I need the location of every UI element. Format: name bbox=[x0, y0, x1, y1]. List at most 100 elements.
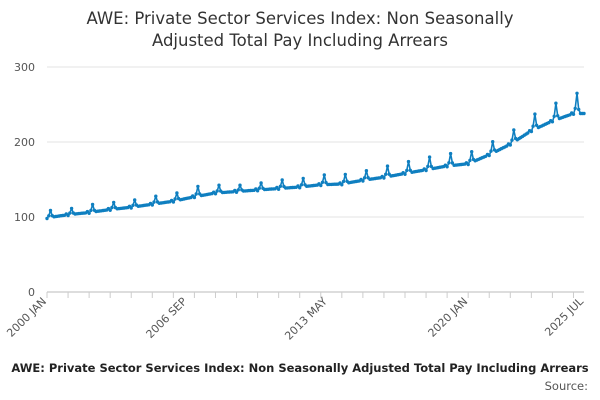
data-point bbox=[556, 114, 560, 118]
data-point bbox=[319, 183, 323, 188]
x-tick-label: 2000 JAN bbox=[4, 295, 49, 340]
data-point bbox=[573, 106, 577, 111]
data-point bbox=[550, 120, 555, 124]
data-point bbox=[301, 176, 305, 181]
data-point bbox=[362, 176, 367, 180]
y-tick-label: 0 bbox=[28, 286, 35, 299]
x-tick-label: 2006 SEP bbox=[144, 295, 190, 341]
data-point bbox=[131, 203, 135, 207]
gridlines bbox=[47, 66, 584, 293]
data-point bbox=[47, 214, 51, 218]
data-point bbox=[529, 129, 534, 134]
x-axis: 2000 JAN 2006 SEP 2013 MAY 2020 JAN 2025 JUL bbox=[4, 292, 587, 343]
data-point bbox=[364, 169, 369, 173]
data-point bbox=[427, 155, 432, 159]
data-point bbox=[571, 112, 576, 117]
data-point bbox=[385, 164, 390, 168]
chart-title-line-1: AWE: Private Sector Services Index: Non … bbox=[86, 9, 513, 28]
data-point bbox=[341, 179, 346, 184]
data-point bbox=[215, 189, 219, 193]
data-point bbox=[340, 183, 344, 187]
data-point bbox=[466, 162, 470, 167]
data-point bbox=[255, 189, 260, 193]
data-point bbox=[192, 195, 197, 200]
x-tick-label: 2025 JUL bbox=[542, 294, 586, 338]
data-point bbox=[533, 112, 537, 116]
data-point bbox=[87, 211, 91, 215]
data-point bbox=[89, 208, 93, 213]
data-point bbox=[445, 165, 449, 169]
x-tick-label: 2020 JAN bbox=[426, 295, 471, 340]
data-point bbox=[448, 151, 453, 156]
x-tick-label: 2013 MAY bbox=[282, 295, 330, 343]
data-point bbox=[489, 149, 493, 153]
source-label: Source: bbox=[545, 379, 588, 393]
data-point bbox=[171, 200, 176, 204]
data-point bbox=[150, 203, 154, 207]
data-point bbox=[133, 198, 137, 202]
data-point bbox=[154, 194, 158, 198]
data-point bbox=[406, 159, 411, 164]
data-point bbox=[69, 206, 74, 211]
data-point bbox=[129, 206, 133, 210]
data-point bbox=[470, 150, 474, 154]
data-point bbox=[280, 178, 284, 182]
data-point bbox=[234, 190, 239, 194]
data-point bbox=[512, 128, 516, 132]
data-point bbox=[426, 164, 430, 169]
chart-title-line-2: Adjusted Total Pay Including Arrears bbox=[152, 31, 448, 50]
data-point bbox=[384, 172, 388, 176]
data-point bbox=[110, 205, 114, 210]
data-point bbox=[108, 208, 112, 212]
data-point bbox=[508, 143, 512, 147]
data-point bbox=[322, 173, 326, 177]
data-point bbox=[236, 188, 240, 192]
data-point bbox=[173, 197, 177, 201]
data-point bbox=[577, 107, 581, 112]
data-point bbox=[361, 179, 365, 183]
data-point bbox=[48, 208, 53, 213]
data-point bbox=[531, 124, 535, 128]
data-point bbox=[320, 180, 325, 184]
data-point bbox=[213, 192, 218, 196]
data-point bbox=[487, 153, 491, 158]
data-point bbox=[217, 183, 221, 187]
data-point bbox=[112, 200, 116, 205]
data-point bbox=[554, 101, 558, 105]
data-point bbox=[447, 161, 451, 165]
series-line bbox=[46, 92, 584, 219]
data-point bbox=[278, 184, 283, 188]
plot-area bbox=[45, 91, 586, 221]
data-point bbox=[575, 91, 579, 96]
data-point bbox=[552, 114, 556, 119]
data-point bbox=[259, 181, 263, 185]
data-point bbox=[66, 213, 70, 218]
data-point bbox=[194, 192, 198, 196]
data-point bbox=[298, 186, 302, 190]
data-point bbox=[424, 168, 428, 173]
data-point bbox=[90, 202, 95, 207]
data-point bbox=[238, 183, 242, 187]
data-point bbox=[68, 211, 72, 215]
data-point bbox=[45, 216, 49, 221]
data-point bbox=[382, 176, 386, 180]
data-point bbox=[152, 200, 156, 204]
data-point bbox=[175, 191, 179, 195]
data-point bbox=[582, 111, 586, 116]
y-tick-label: 100 bbox=[14, 211, 35, 224]
data-point bbox=[526, 131, 530, 135]
y-tick-label: 300 bbox=[14, 61, 35, 74]
data-point bbox=[510, 138, 514, 142]
y-axis: 0 100 200 300 bbox=[14, 61, 35, 299]
data-point bbox=[405, 168, 409, 173]
legend-label: AWE: Private Sector Services Index: Non … bbox=[11, 361, 588, 375]
data-point bbox=[468, 158, 472, 163]
data-point bbox=[196, 184, 200, 189]
data-point bbox=[299, 183, 304, 187]
data-point bbox=[343, 172, 347, 177]
y-tick-label: 200 bbox=[14, 136, 35, 149]
data-point bbox=[491, 140, 495, 144]
data-point bbox=[257, 186, 261, 190]
data-point bbox=[276, 187, 281, 191]
